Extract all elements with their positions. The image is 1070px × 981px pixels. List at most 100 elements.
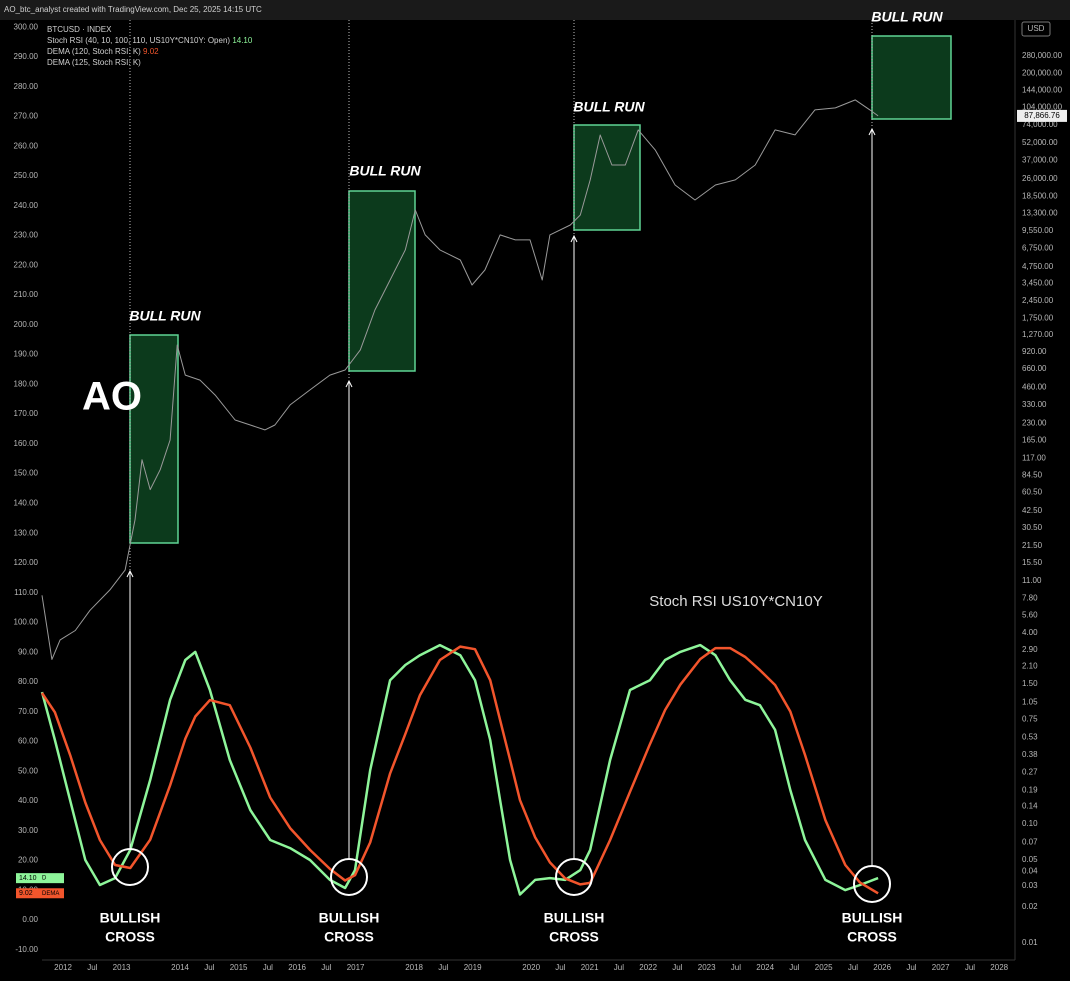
- y2-tick-label: 460.00: [1022, 383, 1047, 392]
- x-tick-label: 2014: [171, 963, 189, 972]
- series-line: [40, 645, 879, 895]
- y2-tick-label: 230.00: [1022, 419, 1047, 428]
- legend-value: 14.10: [232, 36, 253, 45]
- y-tick-label: 300.00: [14, 22, 39, 31]
- y2-tick-label: 42.50: [1022, 506, 1043, 515]
- header: AO_btc_analyst created with TradingView.…: [4, 5, 262, 14]
- y-tick-label: 90.00: [18, 647, 39, 656]
- y-tick-label: 190.00: [14, 350, 39, 359]
- y-tick-label: 180.00: [14, 379, 39, 388]
- y-tick-label: 150.00: [14, 469, 39, 478]
- legend-name: Stoch RSI (40, 10, 100, 110, US10Y*CN10Y…: [47, 36, 230, 45]
- y-tick-label: 40.00: [18, 796, 39, 805]
- currency-box: [1021, 21, 1051, 37]
- x-tick-label: 2021: [581, 963, 599, 972]
- y-tick-label: 0.00: [22, 915, 38, 924]
- y2-tick-label: 60.50: [1022, 488, 1043, 497]
- y2-tick-label: 0.75: [1022, 715, 1038, 724]
- value-badge-label: 14.10: [19, 875, 37, 882]
- y2-tick-label: 52,000.00: [1022, 138, 1058, 147]
- cross-label: BULLISH: [544, 910, 605, 926]
- price-badge-label: 87,866.76: [1024, 111, 1060, 120]
- x-tick-label: 2018: [405, 963, 423, 972]
- y-tick-label: 260.00: [14, 141, 39, 150]
- y-tick-label: 290.00: [14, 52, 39, 61]
- x-tick-label: 2019: [464, 963, 482, 972]
- currency: USD: [1028, 24, 1045, 33]
- x-tick-label: 2012: [54, 963, 72, 972]
- legend-entry: BTCUSD · INDEX: [47, 25, 112, 34]
- y2-tick-label: 1,270.00: [1022, 330, 1054, 339]
- y2-tick-label: 0.05: [1022, 855, 1038, 864]
- cross-label: BULLISH: [319, 910, 380, 926]
- x-tick-label: Jul: [731, 963, 741, 972]
- series-line: [40, 643, 879, 896]
- y2-tick-label: 3,450.00: [1022, 278, 1054, 287]
- arrows: [111, 127, 891, 903]
- y2-tick-label: 2.90: [1022, 645, 1038, 654]
- y2-tick-label: 2,450.00: [1022, 296, 1054, 305]
- bull-box: [573, 124, 641, 231]
- y2-tick-label: 104,000.00: [1022, 102, 1063, 111]
- value-badge-tag: DEMA: [42, 891, 59, 897]
- y2-tick-label: 0.10: [1022, 819, 1038, 828]
- value-badge: [16, 873, 64, 884]
- cross-label: CROSS: [324, 929, 374, 945]
- y2-tick-label: 280,000.00: [1022, 51, 1063, 60]
- legend-name: DEMA (120, Stoch RSI: K): [47, 47, 141, 56]
- x-tick-label: Jul: [906, 963, 916, 972]
- x-tick-label: 2024: [756, 963, 774, 972]
- y2-tick-label: 0.38: [1022, 750, 1038, 759]
- x-tick-label: Jul: [263, 963, 273, 972]
- x-tick-label: Jul: [965, 963, 975, 972]
- cross-label: CROSS: [105, 929, 155, 945]
- y-tick-label: 50.00: [18, 766, 39, 775]
- annotations: [129, 20, 952, 570]
- y2-tick-label: 84.50: [1022, 470, 1043, 479]
- x-tick-label: Jul: [555, 963, 565, 972]
- y2-tick-label: 0.14: [1022, 802, 1038, 811]
- x-tick-label: Jul: [438, 963, 448, 972]
- y2-tick-label: 15.50: [1022, 558, 1043, 567]
- y-tick-label: 210.00: [14, 290, 39, 299]
- x-tick-label: 2013: [113, 963, 131, 972]
- y2-tick-label: 5.60: [1022, 611, 1038, 620]
- x-tick-label: 2022: [639, 963, 657, 972]
- y-tick-label: 110.00: [14, 588, 38, 597]
- bull-run-label: BULL RUN: [129, 308, 201, 324]
- y-tick-label: 120.00: [14, 558, 39, 567]
- legend-entry: DEMA (120, Stoch RSI: K) 9.02: [47, 47, 159, 56]
- y2-tick-label: 9,550.00: [1022, 226, 1054, 235]
- y2-tick-label: 117.00: [1022, 454, 1046, 463]
- series-line: [41, 99, 879, 660]
- y2-tick-label: 144,000.00: [1022, 85, 1063, 94]
- y2-tick-label: 165.00: [1022, 436, 1047, 445]
- y2-tick-label: 30.50: [1022, 523, 1043, 532]
- y2-tick-label: 11.00: [1022, 576, 1042, 585]
- bull-run-label: BULL RUN: [349, 163, 421, 179]
- legend-entry: Stoch RSI (40, 10, 100, 110, US10Y*CN10Y…: [47, 36, 253, 45]
- x-tick-label: Jul: [321, 963, 331, 972]
- y2-tick-label: 0.19: [1022, 786, 1038, 795]
- y-tick-label: 30.00: [18, 826, 39, 835]
- x-tick-label: 2026: [873, 963, 891, 972]
- x-tick-label: 2020: [522, 963, 540, 972]
- y2-tick-label: 0.01: [1022, 938, 1038, 947]
- x-tick-label: Jul: [672, 963, 682, 972]
- y2-tick-label: 0.07: [1022, 837, 1038, 846]
- bull-box: [871, 35, 952, 120]
- y2-tick-label: 7.80: [1022, 594, 1038, 603]
- y-tick-label: 200.00: [14, 320, 39, 329]
- cross-label: CROSS: [549, 929, 599, 945]
- bull-run-label: BULL RUN: [871, 9, 943, 25]
- value-badge-tag: D: [42, 876, 47, 882]
- y2-tick-label: 200,000.00: [1022, 68, 1063, 77]
- y-tick-label: 100.00: [14, 618, 39, 627]
- guides: [129, 20, 873, 570]
- header-bar: [0, 0, 1070, 20]
- y2-tick-label: 1,750.00: [1022, 314, 1054, 323]
- x-tick-label: Jul: [848, 963, 858, 972]
- y-tick-label: 140.00: [14, 499, 39, 508]
- y2-tick-label: 74,000.00: [1022, 120, 1058, 129]
